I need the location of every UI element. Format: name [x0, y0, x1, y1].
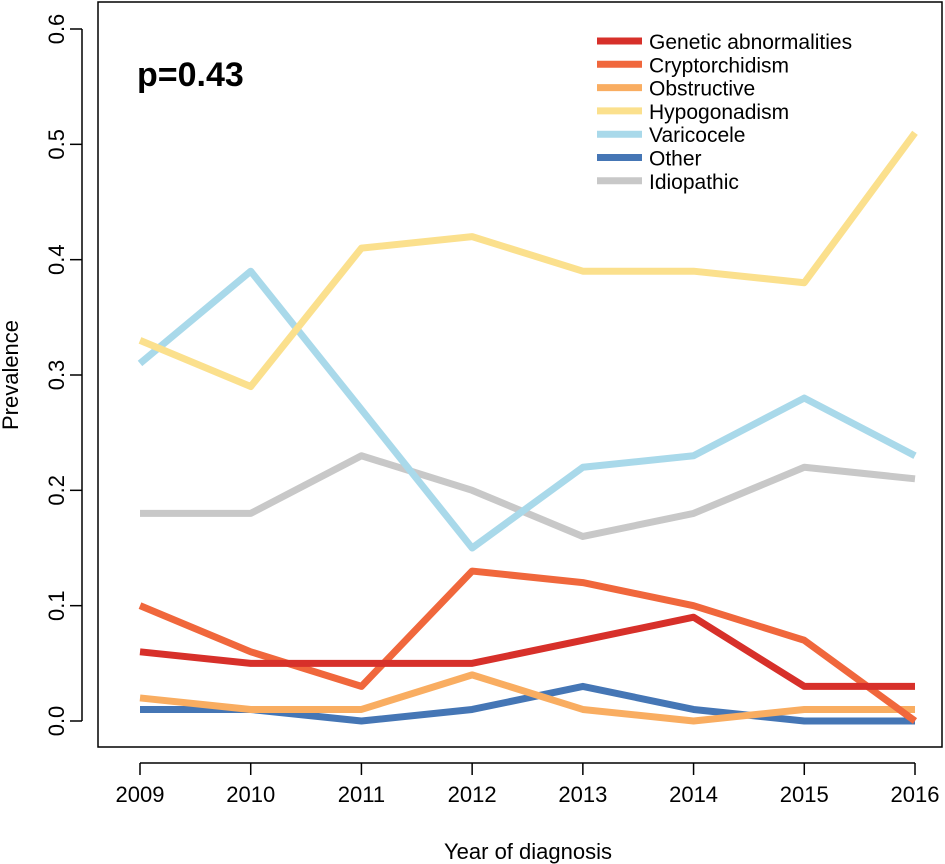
y-tick-label: 0.3 — [44, 360, 69, 391]
legend-label-other: Other — [649, 148, 702, 171]
y-tick-label: 0.5 — [44, 129, 69, 160]
series-line-idiopathic — [140, 452, 916, 540]
x-tick-label: 2015 — [780, 782, 829, 807]
legend-label-varicocele: Varicocele — [649, 124, 746, 147]
x-tick-label: 2016 — [891, 782, 940, 807]
x-tick-label: 2013 — [558, 782, 607, 807]
legend-label-hypogonadism: Hypogonadism — [649, 101, 789, 124]
legend-label-cryptorchidism: Cryptorchidism — [649, 54, 789, 77]
y-tick-label: 0.6 — [44, 14, 69, 45]
legend-label-obstructive: Obstructive — [649, 78, 755, 101]
x-tick-label: 2012 — [448, 782, 497, 807]
x-axis-title: Year of diagnosis — [444, 839, 612, 864]
x-tick-label: 2011 — [338, 782, 385, 807]
series-line-varicocele — [137, 267, 917, 552]
series-line-obstructive — [139, 671, 915, 725]
y-axis-title: Prevalence — [0, 320, 23, 430]
x-tick-label: 2014 — [669, 782, 718, 807]
y-axis: 0.0 0.1 0.2 0.3 0.4 0.5 0.6 — [44, 14, 83, 737]
y-tick-label: 0.4 — [44, 244, 69, 275]
series-line-genetic-abnormalities — [139, 613, 915, 690]
x-tick-label: 2009 — [116, 782, 165, 807]
p-value-annotation: p=0.43 — [137, 56, 244, 94]
legend-label-genetic-abnormalities: Genetic abnormalities — [649, 31, 852, 54]
legend: Genetic abnormalitiesCryptorchidismObstr… — [597, 31, 852, 194]
y-tick-label: 0.1 — [44, 590, 69, 621]
y-tick-label: 0.0 — [44, 706, 69, 737]
legend-label-idiopathic: Idiopathic — [649, 171, 739, 194]
plot-frame — [97, 1, 943, 748]
y-tick-label: 0.2 — [44, 475, 69, 506]
series-line-cryptorchidism — [138, 567, 918, 724]
series-line-hypogonadism — [138, 130, 918, 391]
x-axis: 2009 2010 2011 2012 2013 2014 2015 2016 — [116, 762, 940, 807]
series-lines — [137, 130, 918, 725]
x-tick-label: 2010 — [226, 782, 275, 807]
